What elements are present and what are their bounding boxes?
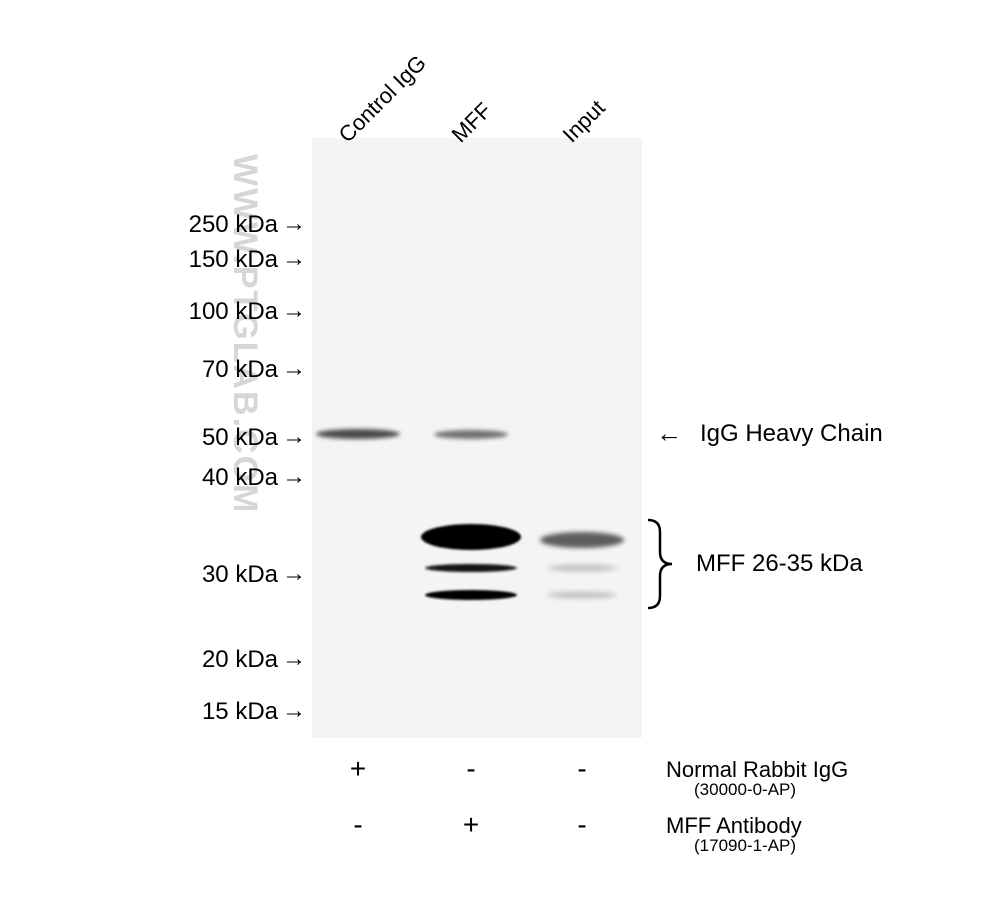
plus-minus-cell: + [346, 753, 370, 785]
plus-minus-cell: - [459, 753, 483, 785]
plus-minus-cell: + [459, 809, 483, 841]
antibody-label: MFF Antibody [666, 813, 802, 839]
antibody-catalog: (30000-0-AP) [694, 780, 796, 800]
antibody-label: Normal Rabbit IgG [666, 757, 848, 783]
mff-brace-icon [0, 0, 1000, 903]
antibody-catalog: (17090-1-AP) [694, 836, 796, 856]
plus-minus-cell: - [570, 753, 594, 785]
mff-band-label: MFF 26-35 kDa [696, 550, 863, 578]
plus-minus-cell: - [346, 809, 370, 841]
plus-minus-cell: - [570, 809, 594, 841]
